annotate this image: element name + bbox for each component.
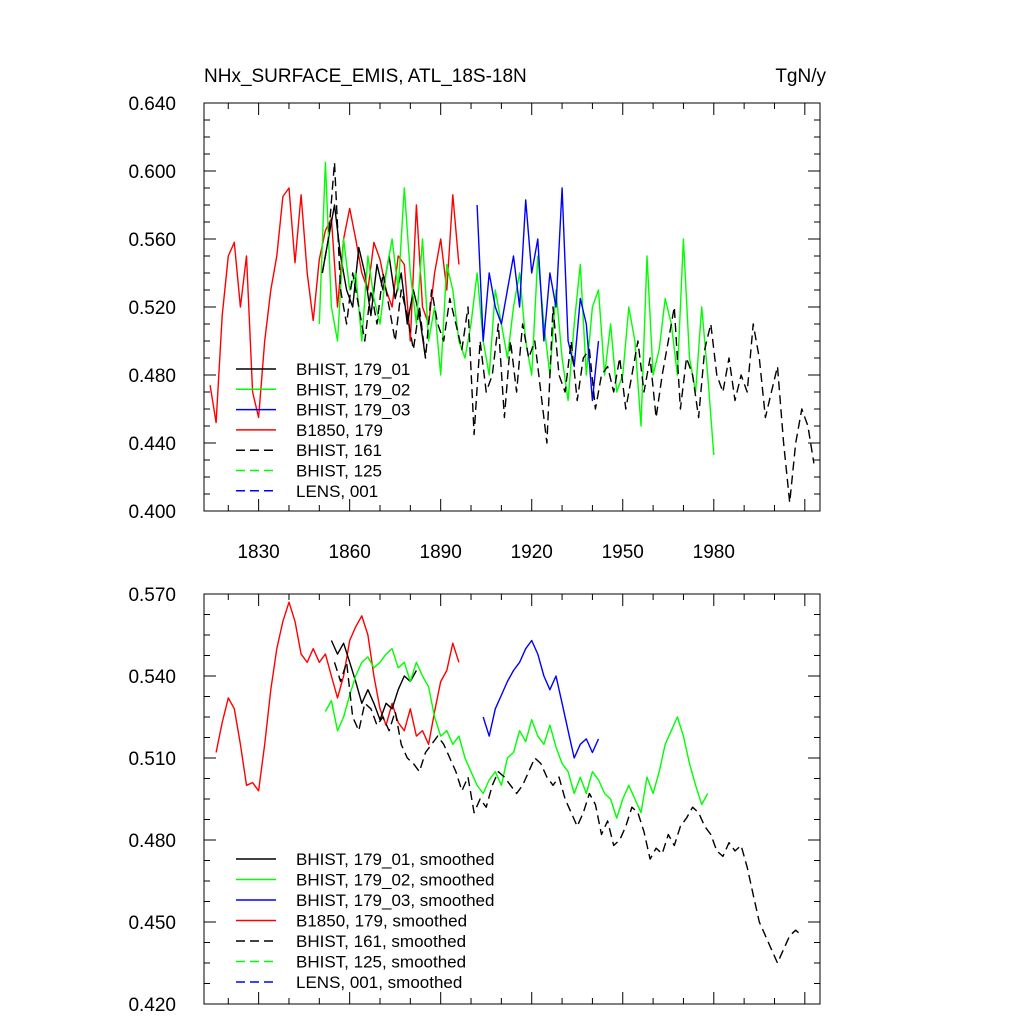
y-tick-label: 0.570 [128, 585, 176, 606]
top-chart-title: NHx_SURFACE_EMIS, ATL_18S-18N [204, 66, 527, 87]
top-panel: NHx_SURFACE_EMIS, ATL_18S-18N TgN/y 0.40… [128, 66, 826, 563]
legend-label: BHIST, 179_01, smoothed [296, 850, 494, 869]
series-line-bhist-179-02-smoothed [324, 648, 709, 819]
series-line-bhist-179-01-smoothed [330, 640, 418, 721]
x-tick-label: 1890 [420, 542, 462, 563]
series-line-bhist-161-smoothed [333, 661, 803, 964]
y-tick-label: 0.600 [128, 162, 176, 183]
top-tick-marks [204, 102, 820, 512]
legend-label: BHIST, 179_02, smoothed [296, 871, 494, 890]
y-tick-label: 0.540 [128, 667, 176, 688]
y-tick-label: 0.560 [128, 230, 176, 251]
x-tick-label: 1950 [602, 542, 644, 563]
y-tick-label: 0.420 [128, 995, 176, 1016]
bottom-plot-frame [203, 593, 821, 1005]
series-line-bhist-179-03 [476, 187, 600, 402]
bottom-legend: BHIST, 179_01, smoothed BHIST, 179_02, sm… [236, 850, 494, 992]
y-tick-label: 0.440 [128, 434, 176, 455]
y-tick-label: 0.450 [128, 913, 176, 934]
bottom-series-group [215, 601, 803, 964]
x-tick-label: 1860 [329, 542, 371, 563]
legend-label: BHIST, 179_03, smoothed [296, 891, 494, 910]
legend-label: BHIST, 161, smoothed [296, 932, 466, 951]
series-line-bhist-161 [321, 161, 815, 504]
x-tick-label: 1920 [511, 542, 553, 563]
y-tick-label: 0.480 [128, 366, 176, 387]
y-tick-label: 0.510 [128, 749, 176, 770]
top-x-tick-labels: 1830 1860 1890 1920 1950 1980 [237, 542, 734, 563]
legend-label: LENS, 001, smoothed [296, 973, 462, 992]
legend-label: LENS, 001 [296, 482, 378, 501]
bottom-y-tick-labels: 0.420 0.450 0.480 0.510 0.540 0.570 [128, 585, 176, 1016]
y-tick-label: 0.640 [128, 94, 176, 115]
x-tick-label: 1980 [693, 542, 735, 563]
legend-label: BHIST, 125 [296, 462, 382, 481]
y-tick-label: 0.520 [128, 298, 176, 319]
legend-label: B1850, 179 [296, 421, 383, 440]
y-tick-label: 0.480 [128, 831, 176, 852]
legend-label: BHIST, 179_02 [296, 380, 410, 399]
series-line-bhist-179-03-smoothed [482, 639, 600, 759]
top-chart-units: TgN/y [775, 66, 826, 87]
legend-label: B1850, 179, smoothed [296, 912, 467, 931]
legend-label: BHIST, 161 [296, 441, 382, 460]
legend-label: BHIST, 179_03 [296, 401, 410, 420]
top-plot-frame [203, 102, 821, 512]
legend-label: BHIST, 179_01 [296, 360, 410, 379]
y-tick-label: 0.400 [128, 502, 176, 523]
legend-label: BHIST, 125, smoothed [296, 953, 466, 972]
x-tick-label: 1830 [237, 542, 279, 563]
top-y-tick-labels: 0.400 0.440 0.480 0.520 0.560 0.600 0.640 [128, 94, 176, 523]
bottom-panel: 0.420 0.450 0.480 0.510 0.540 0.570 BHIST, 17… [128, 585, 821, 1016]
bottom-tick-marks [204, 593, 820, 1005]
series-line-b1850-179-smoothed [215, 601, 460, 792]
